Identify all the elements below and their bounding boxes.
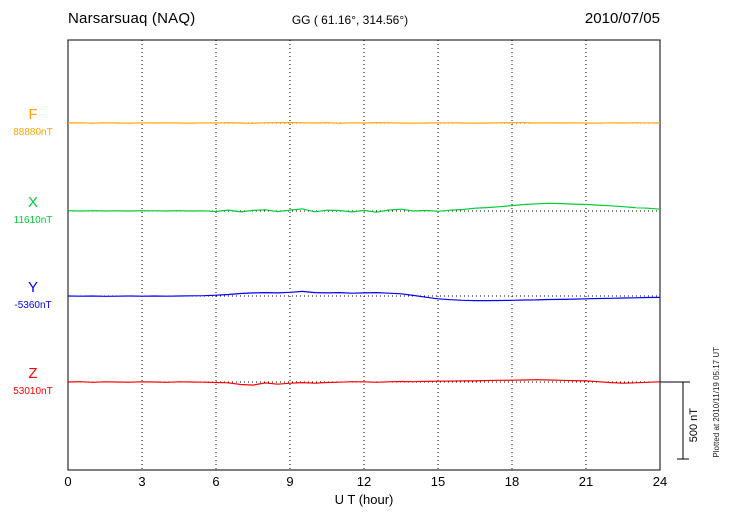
x-tick-label: 21: [578, 474, 594, 489]
x-tick-label: 0: [64, 474, 72, 489]
channel-Y-letter: Y: [27, 279, 38, 296]
trace-F: [67, 121, 661, 124]
x-tick-label: 6: [212, 474, 220, 489]
channel-F-baseline-value: 88880nT: [13, 126, 53, 138]
channel-F-letter: F: [28, 106, 38, 123]
channel-Z-label-block: Z 53010nT: [0, 365, 66, 397]
x-tick-label: 18: [504, 474, 520, 489]
channel-Z-baseline-value: 53010nT: [13, 385, 53, 397]
channel-X-letter: X: [27, 194, 38, 211]
scale-bar-label: 500 nT: [688, 386, 700, 464]
channel-F-label-block: F 88880nT: [0, 106, 66, 138]
trace-Y: [67, 290, 661, 302]
x-tick-label: 24: [652, 474, 668, 489]
channel-X-label-block: X 11610nT: [0, 194, 66, 226]
channel-X-baseline-value: 11610nT: [13, 214, 53, 226]
scale-bar-text: 500 nT: [688, 407, 700, 443]
x-tick-label: 15: [430, 474, 446, 489]
trace-Z: [67, 379, 661, 386]
channel-Y-baseline-value: -5360nT: [14, 299, 52, 311]
plotted-at-note: Plotted at 2010/11/19 05:17 UT: [712, 332, 721, 472]
date-label: 2010/07/05: [584, 10, 660, 27]
plotted-at-text: Plotted at 2010/11/19 05:17 UT: [712, 346, 721, 458]
trace-X: [67, 202, 661, 213]
x-tick-label: 3: [138, 474, 146, 489]
x-axis-title: U T (hour): [334, 492, 394, 507]
x-tick-label: 9: [286, 474, 294, 489]
x-tick-label: 12: [356, 474, 372, 489]
channel-Y-label-block: Y -5360nT: [0, 279, 66, 311]
geographic-coordinates: GG ( 61.16°, 314.56°): [291, 13, 409, 27]
station-title: Narsarsuaq (NAQ): [68, 10, 196, 27]
channel-Z-letter: Z: [28, 365, 38, 382]
